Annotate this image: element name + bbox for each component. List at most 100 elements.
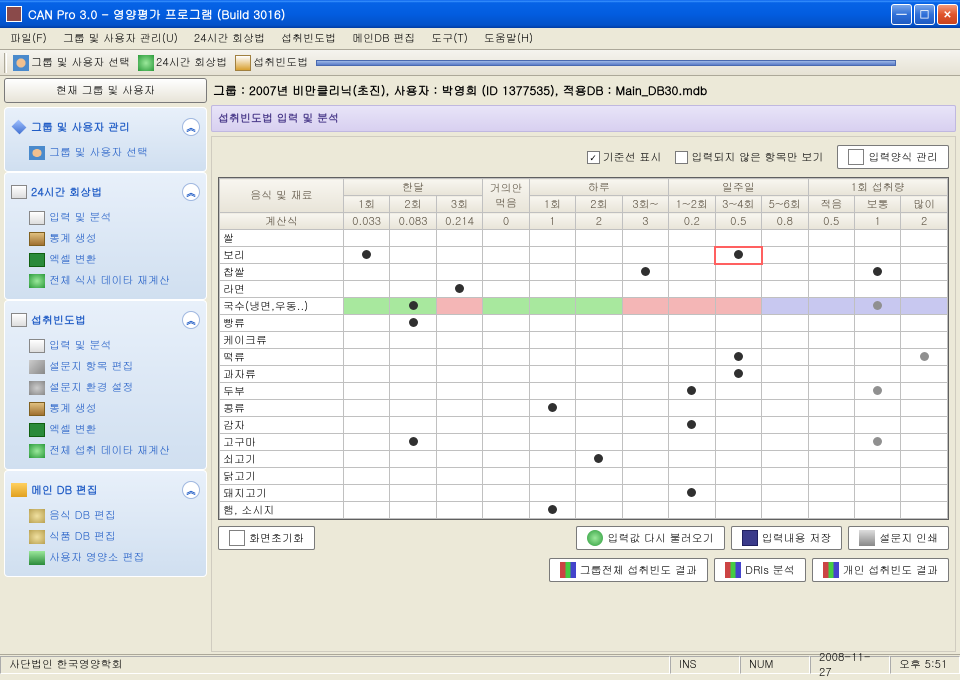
- grid-cell[interactable]: [576, 264, 622, 281]
- grid-cell[interactable]: [343, 502, 389, 519]
- grid-cell[interactable]: [483, 281, 529, 298]
- table-row[interactable]: 두부: [220, 383, 948, 400]
- grid-cell[interactable]: [390, 247, 436, 264]
- grid-cell[interactable]: [529, 485, 575, 502]
- grid-cell[interactable]: [622, 298, 668, 315]
- grid-cell[interactable]: [436, 349, 482, 366]
- grid-cell[interactable]: [343, 383, 389, 400]
- grid-cell[interactable]: [762, 298, 808, 315]
- grid-cell[interactable]: [715, 451, 761, 468]
- grid-cell[interactable]: [390, 434, 436, 451]
- grid-cell[interactable]: [390, 315, 436, 332]
- grid-cell[interactable]: [390, 332, 436, 349]
- grid-cell[interactable]: [436, 468, 482, 485]
- grid-cell[interactable]: [808, 230, 854, 247]
- grid-cell[interactable]: [854, 281, 900, 298]
- table-row[interactable]: 감자: [220, 417, 948, 434]
- grid-cell[interactable]: [901, 349, 948, 366]
- grid-cell[interactable]: [483, 417, 529, 434]
- grid-cell[interactable]: [390, 230, 436, 247]
- grid-cell[interactable]: [762, 383, 808, 400]
- grid-cell[interactable]: [669, 366, 715, 383]
- grid-cell[interactable]: [622, 383, 668, 400]
- grid-cell[interactable]: [715, 264, 761, 281]
- grid-cell[interactable]: [808, 247, 854, 264]
- grid-cell[interactable]: [529, 264, 575, 281]
- grid-cell[interactable]: [669, 400, 715, 417]
- grid-cell[interactable]: [808, 349, 854, 366]
- grid-cell[interactable]: [390, 281, 436, 298]
- grid-cell[interactable]: [669, 264, 715, 281]
- grid-cell[interactable]: [808, 366, 854, 383]
- table-row[interactable]: 국수(냉면,우동..): [220, 298, 948, 315]
- grid-cell[interactable]: [343, 247, 389, 264]
- grid-cell[interactable]: [576, 315, 622, 332]
- menu-item[interactable]: 24시간 회상법: [186, 29, 273, 48]
- grid-cell[interactable]: [669, 281, 715, 298]
- grid-cell[interactable]: [390, 468, 436, 485]
- grid-cell[interactable]: [854, 264, 900, 281]
- grid-cell[interactable]: [622, 332, 668, 349]
- grid-cell[interactable]: [529, 502, 575, 519]
- grid-cell[interactable]: [483, 349, 529, 366]
- grid-cell[interactable]: [529, 383, 575, 400]
- reload-values-button[interactable]: 입력값 다시 불러오기: [576, 526, 724, 550]
- grid-cell[interactable]: [436, 502, 482, 519]
- grid-cell[interactable]: [483, 502, 529, 519]
- grid-cell[interactable]: [529, 366, 575, 383]
- panel-header[interactable]: 섭취빈도법︽: [11, 309, 200, 335]
- grid-cell[interactable]: [483, 247, 529, 264]
- grid-cell[interactable]: [901, 332, 948, 349]
- grid-cell[interactable]: [576, 281, 622, 298]
- grid-cell[interactable]: [576, 451, 622, 468]
- grid-cell[interactable]: [808, 417, 854, 434]
- grid-cell[interactable]: [715, 230, 761, 247]
- grid-cell[interactable]: [529, 315, 575, 332]
- grid-cell[interactable]: [576, 502, 622, 519]
- table-row[interactable]: 보리: [220, 247, 948, 264]
- grid-cell[interactable]: [576, 298, 622, 315]
- grid-cell[interactable]: [901, 468, 948, 485]
- grid-cell[interactable]: [715, 417, 761, 434]
- grid-cell[interactable]: [483, 315, 529, 332]
- panel-header[interactable]: 메인 DB 편집︽: [11, 479, 200, 505]
- sidebar-item[interactable]: 통계 생성: [11, 228, 200, 249]
- grid-cell[interactable]: [343, 400, 389, 417]
- grid-cell[interactable]: [715, 298, 761, 315]
- grid-cell[interactable]: [669, 349, 715, 366]
- sidebar-item[interactable]: 음식 DB 편집: [11, 505, 200, 526]
- grid-cell[interactable]: [762, 468, 808, 485]
- grid-cell[interactable]: [854, 400, 900, 417]
- grid-cell[interactable]: [762, 434, 808, 451]
- sidebar-item[interactable]: 그룹 및 사용자 선택: [11, 142, 200, 163]
- grid-cell[interactable]: [669, 502, 715, 519]
- menu-item[interactable]: 파일(F): [2, 29, 55, 48]
- grid-cell[interactable]: [576, 417, 622, 434]
- grid-cell[interactable]: [715, 485, 761, 502]
- grid-cell[interactable]: [483, 366, 529, 383]
- grid-cell[interactable]: [622, 468, 668, 485]
- grid-cell[interactable]: [762, 366, 808, 383]
- sidebar-item[interactable]: 엑셀 변환: [11, 249, 200, 270]
- sidebar-item[interactable]: 설문지 항목 편집: [11, 356, 200, 377]
- sidebar-item[interactable]: 전체 식사 데이타 재계산: [11, 270, 200, 291]
- grid-cell[interactable]: [669, 230, 715, 247]
- grid-cell[interactable]: [576, 247, 622, 264]
- grid-cell[interactable]: [762, 247, 808, 264]
- menu-item[interactable]: 도구(T): [423, 29, 476, 48]
- grid-cell[interactable]: [436, 366, 482, 383]
- grid-cell[interactable]: [854, 485, 900, 502]
- grid-cell[interactable]: [529, 468, 575, 485]
- maximize-button[interactable]: □: [914, 4, 935, 25]
- grid-cell[interactable]: [901, 502, 948, 519]
- table-row[interactable]: 빵류: [220, 315, 948, 332]
- grid-cell[interactable]: [529, 434, 575, 451]
- grid-cell[interactable]: [576, 383, 622, 400]
- grid-cell[interactable]: [483, 400, 529, 417]
- grid-cell[interactable]: [483, 485, 529, 502]
- frequency-grid[interactable]: 음식 및 재료한달거의안먹음하루일주일1회 섭취량1회2회3회1회2회3회~1~…: [218, 177, 949, 520]
- grid-cell[interactable]: [669, 383, 715, 400]
- close-button[interactable]: ✕: [937, 4, 958, 25]
- grid-cell[interactable]: [436, 315, 482, 332]
- grid-cell[interactable]: [808, 485, 854, 502]
